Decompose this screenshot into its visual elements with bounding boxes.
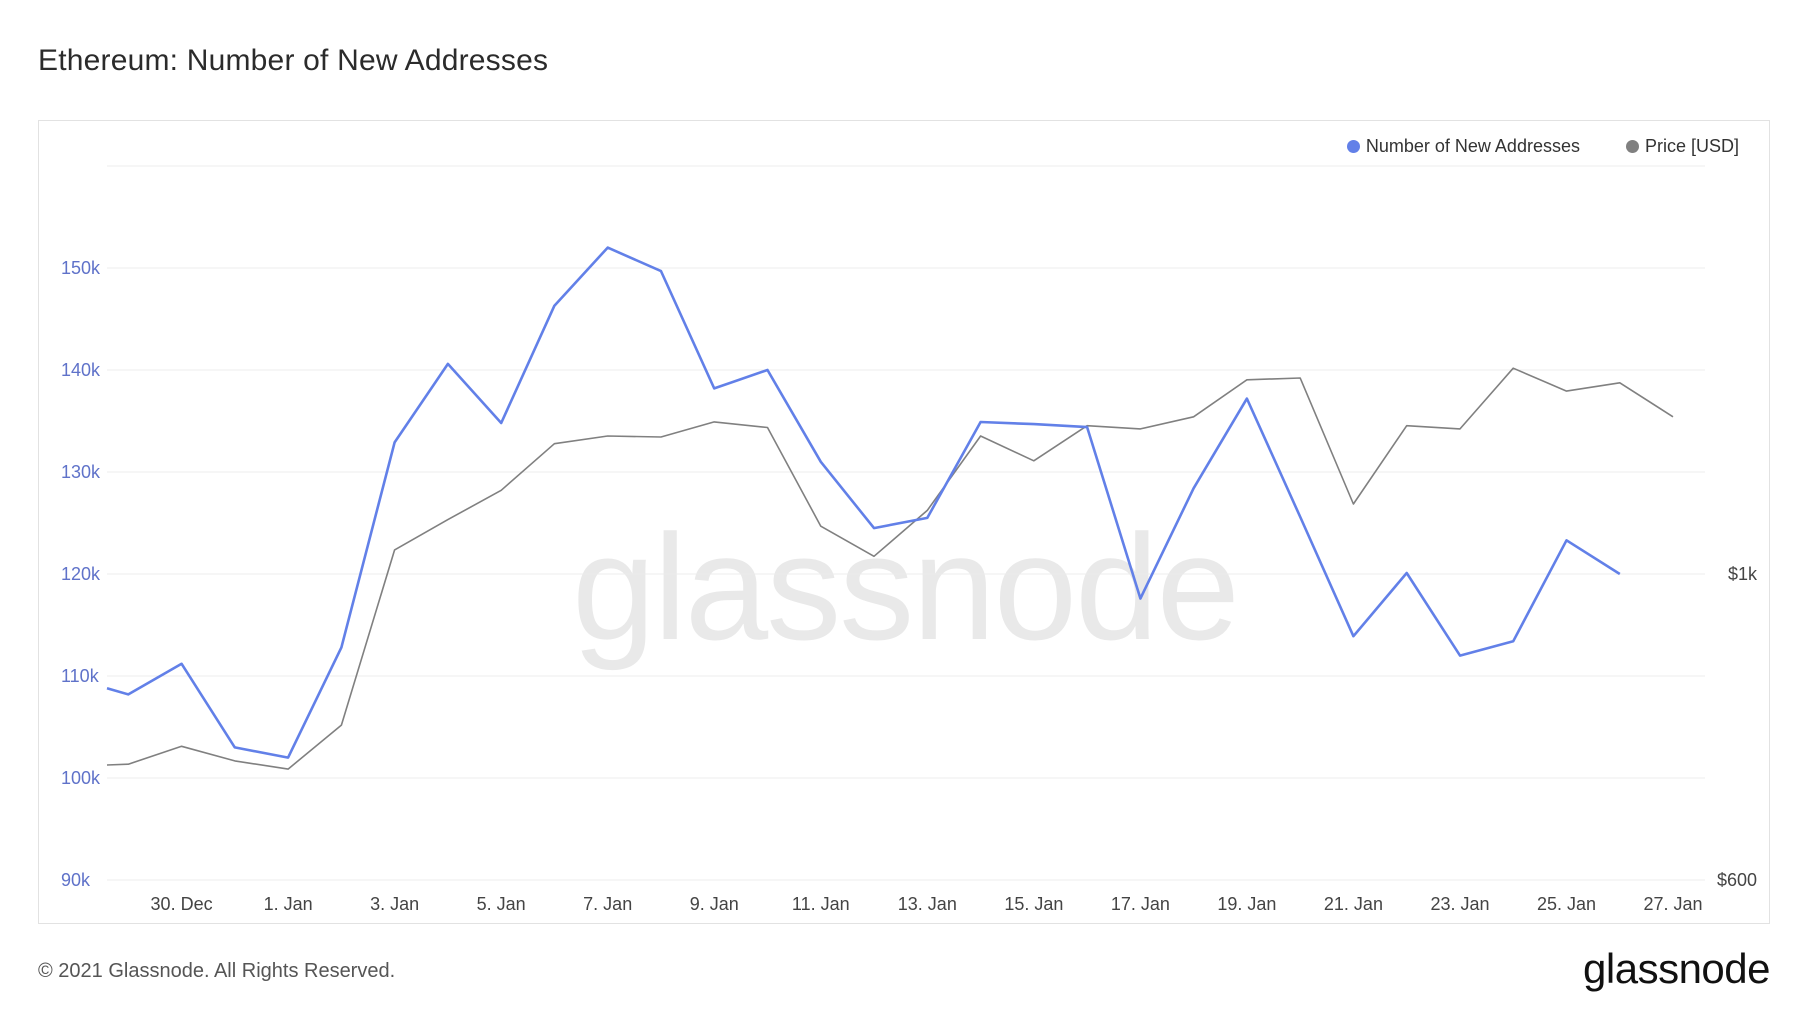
y-left-tick-label: 150k — [61, 258, 101, 278]
page-title: Ethereum: Number of New Addresses — [38, 44, 549, 77]
legend-swatch-addresses — [1346, 140, 1360, 153]
y-left-tick-label: 120k — [61, 564, 101, 584]
y-left-tick-label: 90k — [61, 870, 91, 890]
copyright-text: © 2021 Glassnode. All Rights Reserved. — [38, 960, 396, 982]
price-series-line — [106, 367, 1674, 770]
x-tick-label: 23. Jan — [1430, 894, 1489, 914]
y-left-tick-label: 110k — [61, 666, 100, 686]
glassnode-logo[interactable]: glassnode — [1583, 945, 1770, 992]
x-tick-label: 30. Dec — [151, 894, 213, 914]
x-tick-label: 19. Jan — [1217, 894, 1276, 914]
y-left-tick-label: 140k — [61, 360, 101, 380]
x-tick-label: 21. Jan — [1324, 894, 1383, 914]
chart-canvas: 90k 100k 110k 120k 130k 140k 150k $600 $1k 30. De… — [61, 165, 1758, 914]
y-right-tick-label: $600 — [1717, 870, 1757, 890]
x-tick-label: 27. Jan — [1644, 894, 1703, 914]
legend-label-price: Price [USD] — [1644, 136, 1739, 156]
x-tick-label: 15. Jan — [1004, 894, 1063, 914]
legend-swatch-price — [1625, 140, 1639, 153]
chart-legend: Number of New Addresses Price [USD] — [1346, 136, 1739, 157]
legend-item-price[interactable]: Price [USD] — [1625, 136, 1739, 157]
x-tick-label: 1. Jan — [264, 894, 313, 914]
x-tick-label: 25. Jan — [1537, 894, 1596, 914]
x-tick-label: 9. Jan — [690, 894, 739, 914]
addresses-series-line — [106, 246, 1621, 759]
y-left-tick-label: 130k — [61, 462, 101, 482]
x-tick-label: 11. Jan — [792, 894, 850, 914]
y-right-tick-label: $1k — [1728, 564, 1758, 584]
legend-item-addresses[interactable]: Number of New Addresses — [1346, 136, 1580, 157]
x-tick-label: 13. Jan — [898, 894, 957, 914]
chart-panel: glassnode 90k 100k 110k 120k 130k 140k 150k $60… — [38, 120, 1770, 924]
x-tick-label: 17. Jan — [1111, 894, 1170, 914]
x-tick-label: 5. Jan — [477, 894, 526, 914]
x-tick-label: 7. Jan — [583, 894, 632, 914]
y-left-tick-label: 100k — [61, 768, 101, 788]
x-tick-label: 3. Jan — [370, 894, 419, 914]
legend-label-addresses: Number of New Addresses — [1365, 136, 1580, 156]
